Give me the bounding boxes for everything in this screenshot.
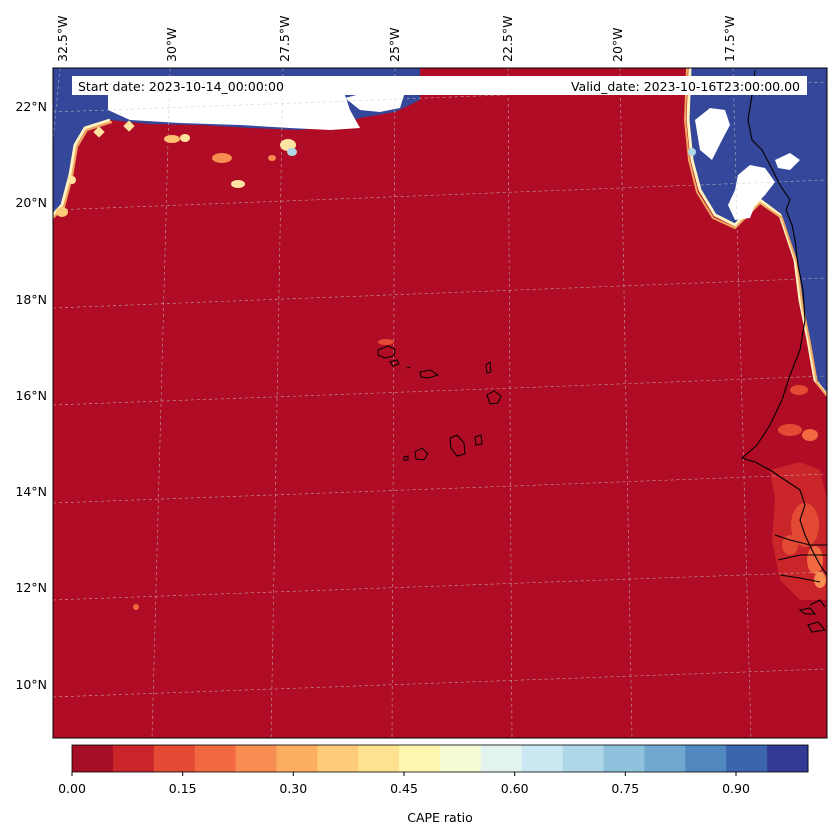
colorbar-segment <box>726 745 768 772</box>
colorbar-segment <box>317 745 359 772</box>
colorbar-tick-label: 0.15 <box>169 781 197 796</box>
colorbar-tick-label: 0.00 <box>58 781 86 796</box>
colorbar-segment <box>276 745 318 772</box>
missing-data-northwest <box>108 95 360 130</box>
map-area <box>53 68 827 738</box>
lat-label: 16°N <box>15 388 47 403</box>
lon-label: 27.5°W <box>277 16 292 62</box>
colorbar-segment <box>767 745 809 772</box>
colorbar-frame <box>71 744 809 773</box>
lon-label: 25°W <box>387 27 402 62</box>
colorbar-segment <box>153 745 196 772</box>
colorbar-segment <box>685 745 727 772</box>
colorbar-segment <box>72 745 114 772</box>
colorbar-segment <box>644 745 686 772</box>
header-box <box>72 76 807 95</box>
colorbar-ticks: 0.00 0.15 0.30 0.45 0.60 0.75 0.90 <box>58 772 750 796</box>
lon-label: 30°W <box>164 27 179 62</box>
colorbar-segment <box>235 745 277 772</box>
colorbar-segment <box>562 745 605 772</box>
start-date-label: Start date: 2023-10-14_00:00:00 <box>78 79 284 94</box>
lon-label: 22.5°W <box>500 16 515 62</box>
lat-label: 10°N <box>15 677 47 692</box>
colorbar-title: CAPE ratio <box>407 810 473 825</box>
colorbar-segment <box>521 745 564 772</box>
lon-label: 20°W <box>610 27 625 62</box>
lat-label: 14°N <box>15 484 47 499</box>
colorbar-tick-label: 0.75 <box>611 781 639 796</box>
colorbar-tick-label: 0.90 <box>722 781 750 796</box>
cape-field-high-northeast <box>688 68 827 395</box>
colorbar-segment <box>358 745 400 772</box>
lat-label: 12°N <box>15 580 47 595</box>
lat-label: 18°N <box>15 292 47 307</box>
lon-label: 32.5°W <box>55 16 70 62</box>
lon-label: 17.5°W <box>722 16 737 62</box>
valid-date-label: Valid_date: 2023-10-16T23:00:00.00 <box>571 79 800 94</box>
colorbar-segment <box>603 745 645 772</box>
colorbar <box>71 744 809 773</box>
colorbar-segment <box>440 745 482 772</box>
coastline <box>740 69 827 633</box>
colorbar-tick-label: 0.45 <box>390 781 418 796</box>
colorbar-segment <box>480 745 523 772</box>
latitude-labels: 22°N 20°N 18°N 16°N 14°N 12°N 10°N <box>15 99 47 692</box>
colorbar-segment <box>194 745 237 772</box>
gridlines <box>53 68 827 738</box>
colorbar-segment <box>112 745 155 772</box>
cape-verde-islands <box>377 345 502 461</box>
map-frame <box>52 67 828 739</box>
longitude-labels: 32.5°W 30°W 27.5°W 25°W 22.5°W 20°W 17.5… <box>55 16 737 62</box>
colorbar-tick-label: 0.30 <box>279 781 307 796</box>
colorbar-segment <box>399 745 441 772</box>
missing-data-northeast <box>695 108 730 160</box>
colorbar-tick-label: 0.60 <box>501 781 529 796</box>
lat-label: 22°N <box>15 99 47 114</box>
lat-label: 20°N <box>15 195 47 210</box>
